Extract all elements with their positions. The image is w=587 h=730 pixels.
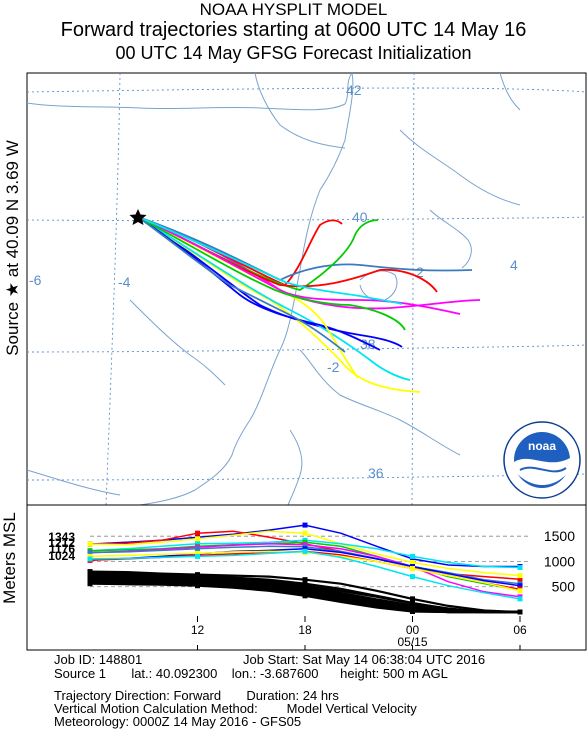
height-series-marker xyxy=(302,593,308,599)
x-tick-label: 00 xyxy=(406,623,420,637)
source-info: Source 1 lat.: 40.092300 lon.: -3.687600… xyxy=(54,666,448,681)
y-tick-labels: 500 1000 1500 xyxy=(544,528,575,595)
lon-label-4: 4 xyxy=(510,257,518,273)
start-height-label: 1024 xyxy=(48,549,75,563)
height-series-marker xyxy=(517,565,523,571)
graticule xyxy=(26,72,587,506)
x-tick-label: 12 xyxy=(191,623,205,637)
start-height-label: 1176 xyxy=(49,542,75,556)
height-series-marker xyxy=(195,536,200,542)
height-series-marker xyxy=(517,596,523,602)
height-series xyxy=(87,522,523,615)
lon-label-minus4: -4 xyxy=(118,274,131,290)
trajectory-green-2 xyxy=(137,216,406,331)
height-series-marker xyxy=(517,583,523,589)
height-series-marker xyxy=(87,581,93,587)
height-series-marker xyxy=(195,530,200,536)
height-series-marker xyxy=(87,550,93,556)
height-series-marker xyxy=(87,556,93,562)
trajectory-steel-2 xyxy=(137,216,346,353)
trajectory-blue-2 xyxy=(137,216,381,351)
job-start: Job Start: Sat May 14 06:38:04 UTC 2016 xyxy=(243,652,486,667)
x-tick-label: 18 xyxy=(298,623,312,637)
height-series-marker xyxy=(195,541,200,547)
trajectory-cyan-2 xyxy=(137,216,403,305)
height-series-marker xyxy=(410,553,415,559)
x-ticks: 12 18 00 06 05/15 xyxy=(191,616,527,650)
date-label: 05/15 xyxy=(397,635,427,649)
lat-label-40: 40 xyxy=(352,209,368,225)
height-series-marker xyxy=(517,576,523,582)
map-frame xyxy=(26,72,587,506)
trajectory-title: Forward trajectories starting at 0600 UT… xyxy=(60,19,527,41)
meteorology: Meteorology: 0000Z 14 May 2016 - GFS05 xyxy=(54,714,302,729)
lat-label-36: 36 xyxy=(368,465,384,481)
height-series-marker xyxy=(302,546,308,552)
noaa-logo: noaa xyxy=(503,421,581,499)
lon-label-minus2: -2 xyxy=(327,359,340,375)
lon-label-minus6: -6 xyxy=(29,272,42,288)
height-series-marker xyxy=(195,546,200,552)
height-series-marker xyxy=(410,608,415,614)
x-tick-label: 06 xyxy=(513,623,527,637)
height-series-marker xyxy=(517,588,523,594)
noaa-logo-text: noaa xyxy=(528,439,556,453)
map-panel: 42 40 38 36 -6 -4 -2 4 2 xyxy=(26,72,587,506)
trajectory-paths xyxy=(137,216,481,393)
height-series-marker xyxy=(302,548,308,554)
source-star-icon xyxy=(129,209,147,225)
height-series-marker xyxy=(410,556,415,562)
height-series-marker xyxy=(302,539,308,545)
height-series-marker xyxy=(195,583,200,589)
y-axis-label: Meters MSL xyxy=(0,512,19,604)
height-series-marker xyxy=(87,553,93,559)
height-series-marker xyxy=(410,596,415,602)
height-series-marker xyxy=(410,566,415,572)
start-height-label: 1212 xyxy=(48,536,75,550)
trajectory-steel-1 xyxy=(137,216,473,282)
start-height-label: 1343 xyxy=(48,530,75,544)
vertical-profile-panel: 500 1000 1500 12 18 00 06 05/15 13431212117610… xyxy=(26,504,587,651)
y-tick-label: 1500 xyxy=(544,528,575,544)
height-series-marker xyxy=(87,541,93,547)
height-series-marker xyxy=(517,573,523,579)
job-id: Job ID: 148801 xyxy=(54,652,143,667)
height-series-marker xyxy=(517,609,523,615)
height-series-marker xyxy=(302,577,308,583)
trajectory-yellow-1 xyxy=(137,216,421,393)
height-series-marker xyxy=(410,574,415,580)
y-tick-label: 1000 xyxy=(544,553,575,569)
height-series-marker xyxy=(302,522,308,528)
height-series-marker xyxy=(410,559,415,565)
vertical-motion: Vertical Motion Calculation Method: Mode… xyxy=(54,701,417,716)
model-title: NOAA HYSPLIT MODEL xyxy=(199,0,388,19)
height-series-marker xyxy=(195,553,200,559)
trajectory-cyan-1 xyxy=(137,216,411,381)
height-series-marker xyxy=(302,530,308,536)
height-series-marker xyxy=(195,550,200,556)
lon-label-2: 2 xyxy=(416,264,424,280)
source-location-label: Source ★ at 40.09 N 3.69 W xyxy=(3,140,22,356)
forecast-subtitle: 00 UTC 14 May GFSG Forecast Initializati… xyxy=(115,43,472,63)
lat-label-42: 42 xyxy=(346,82,362,98)
y-tick-label: 500 xyxy=(552,579,576,595)
trajectory-direction: Trajectory Direction: Forward Duration: … xyxy=(54,688,339,703)
